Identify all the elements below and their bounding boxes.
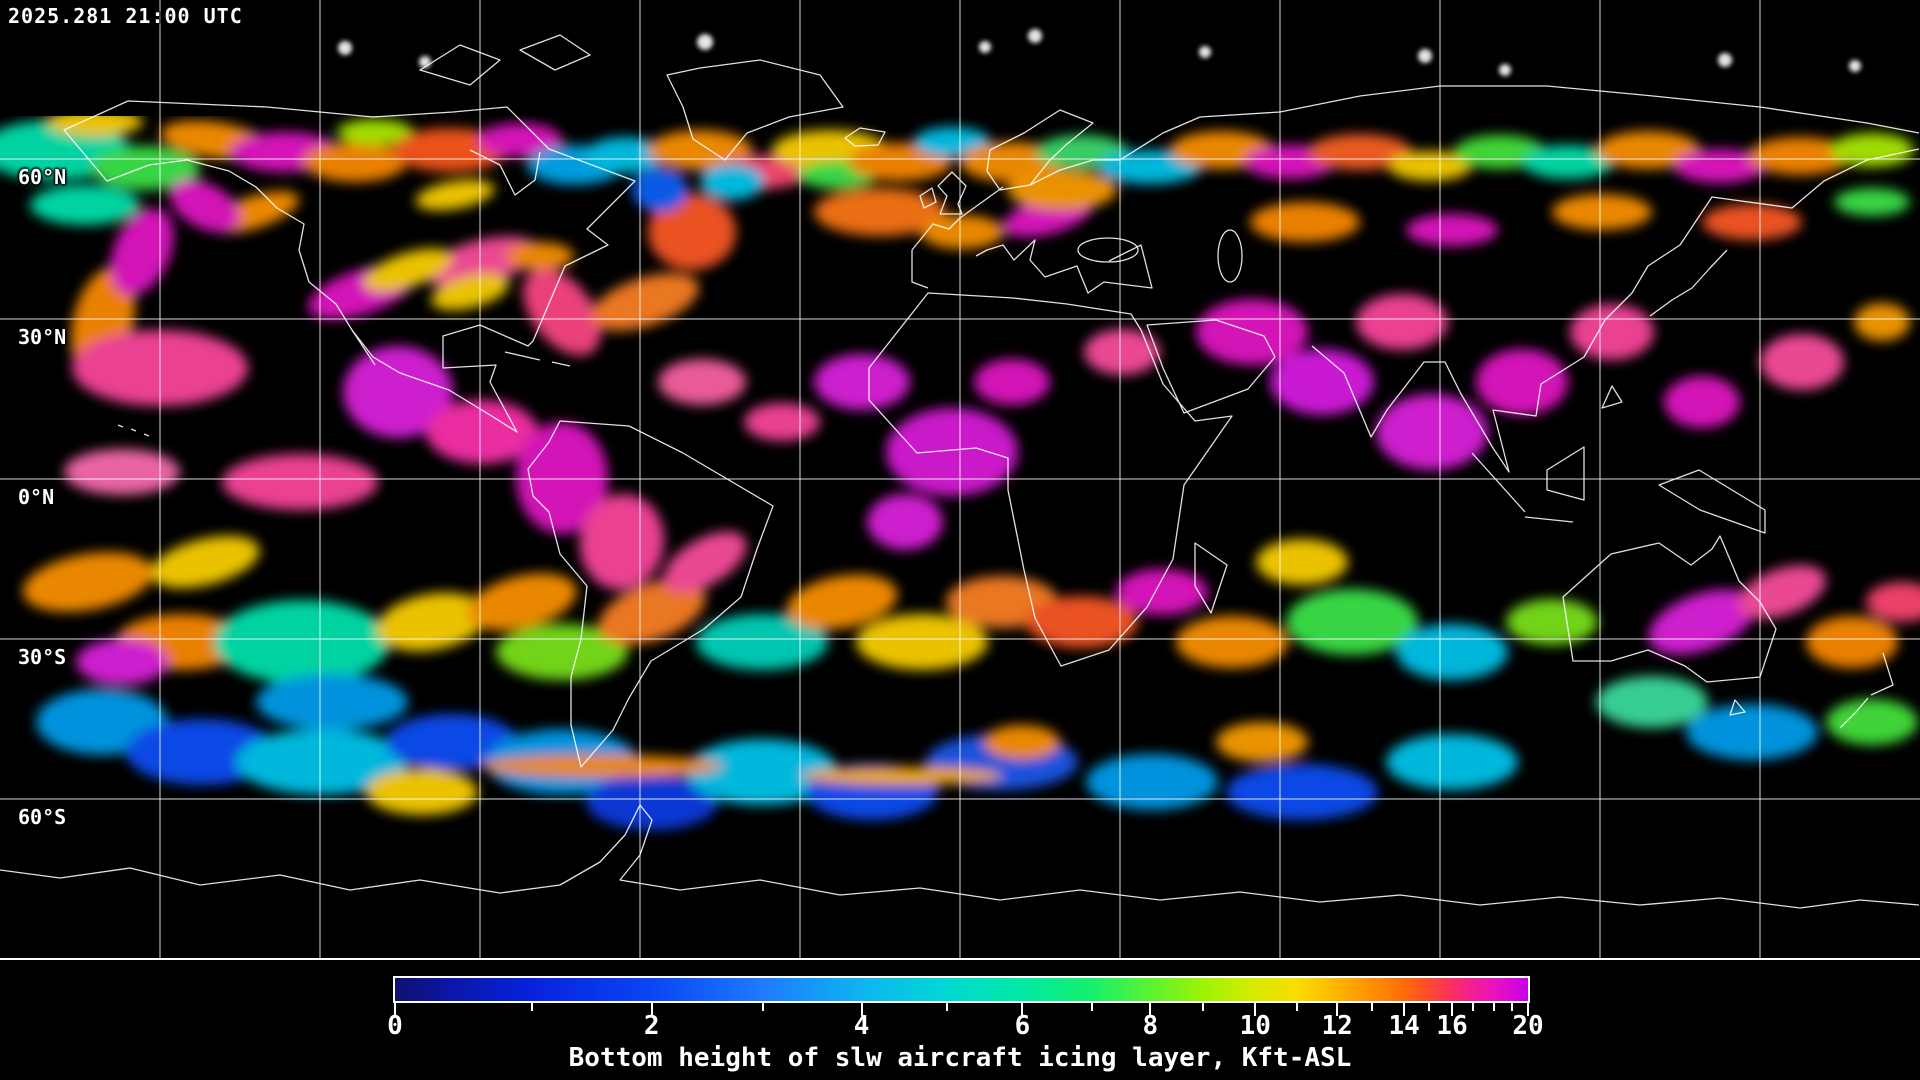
graticule [0, 0, 1920, 958]
world-map [0, 0, 1920, 958]
colorbar-tick-label: 20 [1512, 1011, 1544, 1041]
colorbar-tick [761, 1003, 764, 1011]
coast-uk [937, 171, 967, 215]
timestamp: 2025.281 21:00 UTC [8, 4, 243, 28]
map-bottom-border [0, 958, 1920, 960]
colorbar-tick [1403, 1003, 1406, 1016]
coast-ireland [919, 187, 937, 209]
colorbar-tick-label: 6 [1014, 1011, 1031, 1041]
coast-mediterranean-europe [975, 239, 1153, 294]
colorbar-tick [530, 1003, 533, 1011]
coast-borneo [1546, 446, 1585, 501]
colorbar-tick-label: 8 [1142, 1011, 1159, 1041]
colorbar-tick [945, 1003, 948, 1011]
colorbar-tick [1090, 1003, 1093, 1011]
sea-ice-specks [338, 29, 1861, 76]
colorbar-tick-label: 0 [387, 1011, 403, 1041]
coast-new-guinea [1658, 469, 1766, 534]
coast-south-america [527, 420, 774, 768]
latitude-label: 60°N [18, 165, 67, 189]
icing-data-field [0, 116, 1920, 830]
coastlines [0, 34, 1920, 909]
latitude-label: 60°S [18, 805, 67, 829]
colorbar-tick [1493, 1003, 1495, 1011]
colorbar-tick [1472, 1003, 1475, 1011]
latitude-label: 30°S [18, 645, 67, 669]
coast-baja [351, 329, 376, 366]
colorbar-tick [1149, 1003, 1152, 1016]
coast-scandinavia [986, 109, 1094, 191]
coast-japan [1649, 249, 1728, 317]
colorbar-tick [1021, 1003, 1024, 1016]
colorbar-gradient-bar [393, 976, 1530, 1003]
coast-arabia [1146, 319, 1276, 414]
coast-new-zealand [1839, 652, 1894, 729]
colorbar-tick-label: 12 [1321, 1011, 1353, 1041]
coast-sumatra-java [1471, 452, 1574, 523]
coast-arctic-islands [419, 34, 591, 86]
colorbar-tick [1428, 1003, 1431, 1011]
coast-tasmania [1729, 699, 1746, 716]
colorbar-caption: Bottom height of slw aircraft icing laye… [568, 1043, 1352, 1073]
coast-caribbean-islands [504, 351, 571, 367]
colorbar-tick [860, 1003, 863, 1016]
colorbar-tick [1202, 1003, 1205, 1011]
coast-philippines [1601, 385, 1623, 409]
coast-iberia-france [911, 186, 1004, 289]
colorbar-tick [394, 1003, 396, 1016]
coast-iceland [844, 127, 886, 147]
coast-hudson-bay [469, 149, 541, 196]
colorbar-tick [1511, 1003, 1514, 1011]
coast-madagascar [1194, 542, 1228, 614]
colorbar-tick-label: 2 [643, 1011, 660, 1041]
colorbar-tick [1527, 1003, 1529, 1016]
coast-baltic-finland [1029, 159, 1120, 186]
colorbar-tick-label: 4 [853, 1011, 870, 1041]
colorbar-tick-label: 14 [1388, 1011, 1420, 1041]
colorbar-tick [1336, 1003, 1339, 1016]
coast-hawaii [117, 424, 150, 437]
colorbar-tick [650, 1003, 653, 1016]
coast-australia [1562, 535, 1777, 683]
coast-antarctica [0, 804, 1920, 909]
colorbar-tick [1296, 1003, 1299, 1011]
colorbar-tick-label: 16 [1436, 1011, 1468, 1041]
colorbar-tick [1371, 1003, 1374, 1011]
coast-africa [868, 292, 1233, 667]
coast-greenland [666, 59, 844, 161]
coast-caspian-sea [1217, 229, 1243, 283]
coast-black-sea [1077, 237, 1139, 263]
latitude-label: 30°N [18, 325, 67, 349]
latitude-label: 0°N [18, 485, 55, 509]
colorbar-tick-label: 10 [1239, 1011, 1271, 1041]
coast-north-america [63, 100, 636, 433]
colorbar-tick [1451, 1003, 1454, 1016]
coast-south-asia [1311, 148, 1920, 473]
colorbar-tick [1254, 1003, 1257, 1016]
